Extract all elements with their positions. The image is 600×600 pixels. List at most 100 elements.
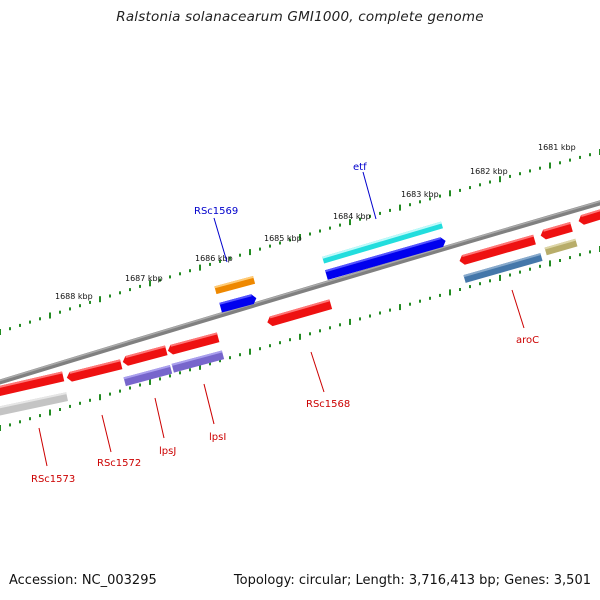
minor-tick xyxy=(59,310,61,314)
major-tick xyxy=(249,249,251,256)
major-tick xyxy=(399,304,401,311)
major-tick xyxy=(399,204,401,211)
gene-rsc1568[interactable] xyxy=(266,299,333,327)
minor-tick xyxy=(9,423,11,427)
scale-label: 1682 kbp xyxy=(470,167,508,176)
major-tick xyxy=(149,378,151,385)
minor-tick xyxy=(529,169,531,173)
minor-tick xyxy=(79,401,81,405)
gene-label-rsc1569[interactable]: RSc1569 xyxy=(194,206,238,217)
minor-tick xyxy=(259,347,261,351)
minor-tick xyxy=(329,226,331,230)
gene-etf[interactable] xyxy=(322,221,444,264)
minor-tick xyxy=(109,392,111,396)
gene-lpsJ[interactable] xyxy=(123,364,173,387)
minor-tick xyxy=(129,386,131,390)
gene-label-rsc1573[interactable]: RSc1573 xyxy=(31,474,75,485)
minor-tick xyxy=(439,293,441,297)
scale-label: 1688 kbp xyxy=(55,292,93,301)
label-leader-lines xyxy=(38,171,525,467)
gene-label-lpsI[interactable]: lpsI xyxy=(209,432,226,443)
minor-tick xyxy=(469,285,471,289)
minor-tick xyxy=(89,398,91,402)
major-tick xyxy=(49,312,51,319)
gene-red-left-1[interactable] xyxy=(167,332,220,355)
major-tick xyxy=(349,219,351,226)
minor-tick xyxy=(559,259,561,262)
scale-label: 1683 kbp xyxy=(401,190,439,199)
scale-label: 1681 kbp xyxy=(538,143,576,152)
gene-blue-forward[interactable] xyxy=(325,236,447,280)
minor-tick xyxy=(379,211,381,215)
minor-tick xyxy=(539,166,541,170)
minor-tick xyxy=(239,353,241,357)
minor-tick xyxy=(439,194,441,198)
major-tick xyxy=(199,264,201,271)
minor-tick xyxy=(529,267,531,271)
gene-label-rsc1572[interactable]: RSc1572 xyxy=(97,458,141,469)
minor-tick xyxy=(459,188,461,192)
major-tick xyxy=(49,409,51,416)
gene-red-left-2[interactable] xyxy=(121,345,168,366)
major-tick xyxy=(199,363,201,370)
gene-label-lpsJ[interactable]: lpsJ xyxy=(159,446,176,457)
gene-label-aroC[interactable]: aroC xyxy=(516,335,539,346)
gene-blue-small[interactable] xyxy=(219,293,257,313)
minor-tick xyxy=(419,299,421,303)
minor-tick xyxy=(19,420,21,424)
minor-tick xyxy=(589,153,591,157)
minor-tick xyxy=(59,408,61,411)
minor-tick xyxy=(219,259,221,263)
minor-tick xyxy=(119,389,121,393)
minor-tick xyxy=(539,264,541,268)
minor-tick xyxy=(229,356,231,360)
gene-khaki[interactable] xyxy=(544,238,578,256)
minor-tick xyxy=(489,180,491,184)
minor-tick xyxy=(469,186,471,190)
gene-label-rsc1568[interactable]: RSc1568 xyxy=(306,399,350,410)
genome-backbone-highlight xyxy=(0,200,600,382)
gene-red-right-1[interactable] xyxy=(458,234,536,266)
gene-features xyxy=(0,206,600,418)
minor-tick xyxy=(29,417,31,421)
minor-tick xyxy=(589,250,591,254)
major-tick xyxy=(0,425,1,431)
major-tick xyxy=(299,333,301,340)
gene-rsc1569[interactable] xyxy=(214,275,256,295)
minor-tick xyxy=(39,414,41,418)
gene-red-left-3[interactable] xyxy=(66,359,123,382)
minor-tick xyxy=(229,256,231,260)
gene-lpsI[interactable] xyxy=(171,350,225,373)
scale-label: 1684 kbp xyxy=(333,212,371,221)
gene-red-right-2[interactable] xyxy=(539,222,573,240)
minor-tick xyxy=(389,208,391,212)
topology-text: Topology: circular; Length: 3,716,413 bp… xyxy=(233,573,591,588)
minor-tick xyxy=(409,203,411,207)
major-tick xyxy=(499,176,501,183)
major-tick xyxy=(249,348,251,355)
major-tick xyxy=(449,190,451,197)
accession-text: Accession: NC_003295 xyxy=(9,573,157,588)
minor-tick xyxy=(519,172,521,176)
minor-tick xyxy=(319,329,321,333)
minor-tick xyxy=(509,174,511,178)
minor-tick xyxy=(159,377,161,381)
scale-label: 1685 kbp xyxy=(264,234,302,243)
gene-red-right-3[interactable] xyxy=(577,206,600,226)
gene-label-etf[interactable]: etf xyxy=(353,162,367,173)
minor-tick xyxy=(179,272,181,276)
minor-tick xyxy=(489,279,491,283)
gene-rsc1573[interactable] xyxy=(0,392,69,418)
minor-tick xyxy=(289,238,291,242)
major-tick xyxy=(99,296,101,303)
minor-tick xyxy=(209,262,211,266)
minor-tick xyxy=(359,317,361,321)
gene-red-left-4[interactable] xyxy=(0,371,65,398)
minor-tick xyxy=(509,273,511,277)
major-tick xyxy=(99,394,101,401)
minor-tick xyxy=(169,374,171,378)
minor-tick xyxy=(479,282,481,286)
scale-label: 1686 kbp xyxy=(195,254,233,263)
gene-aroC[interactable] xyxy=(463,253,543,283)
